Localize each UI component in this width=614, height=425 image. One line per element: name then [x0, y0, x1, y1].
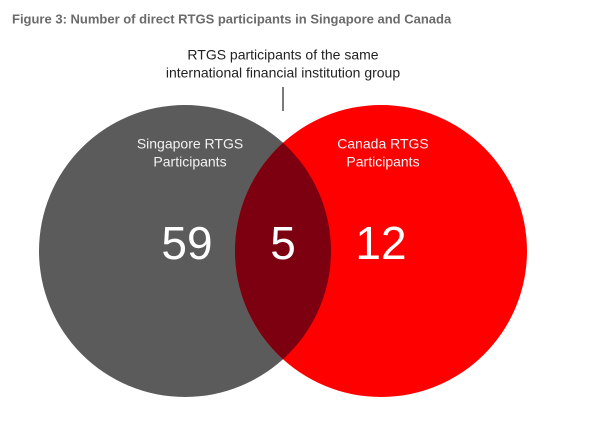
annotation-line: RTGS participants of the same: [187, 47, 378, 63]
region-value: 5: [270, 217, 296, 269]
region-value: 59: [161, 217, 212, 269]
annotation-line: international financial institution grou…: [166, 65, 400, 81]
set-label: Canada RTGS: [337, 136, 429, 152]
chart-title: Figure 3: Number of direct RTGS particip…: [12, 11, 452, 26]
set-label: Singapore RTGS: [137, 136, 243, 152]
intersection: [235, 142, 331, 360]
set-label: Participants: [346, 154, 419, 170]
set-label: Participants: [153, 154, 226, 170]
region-value: 12: [355, 217, 406, 269]
